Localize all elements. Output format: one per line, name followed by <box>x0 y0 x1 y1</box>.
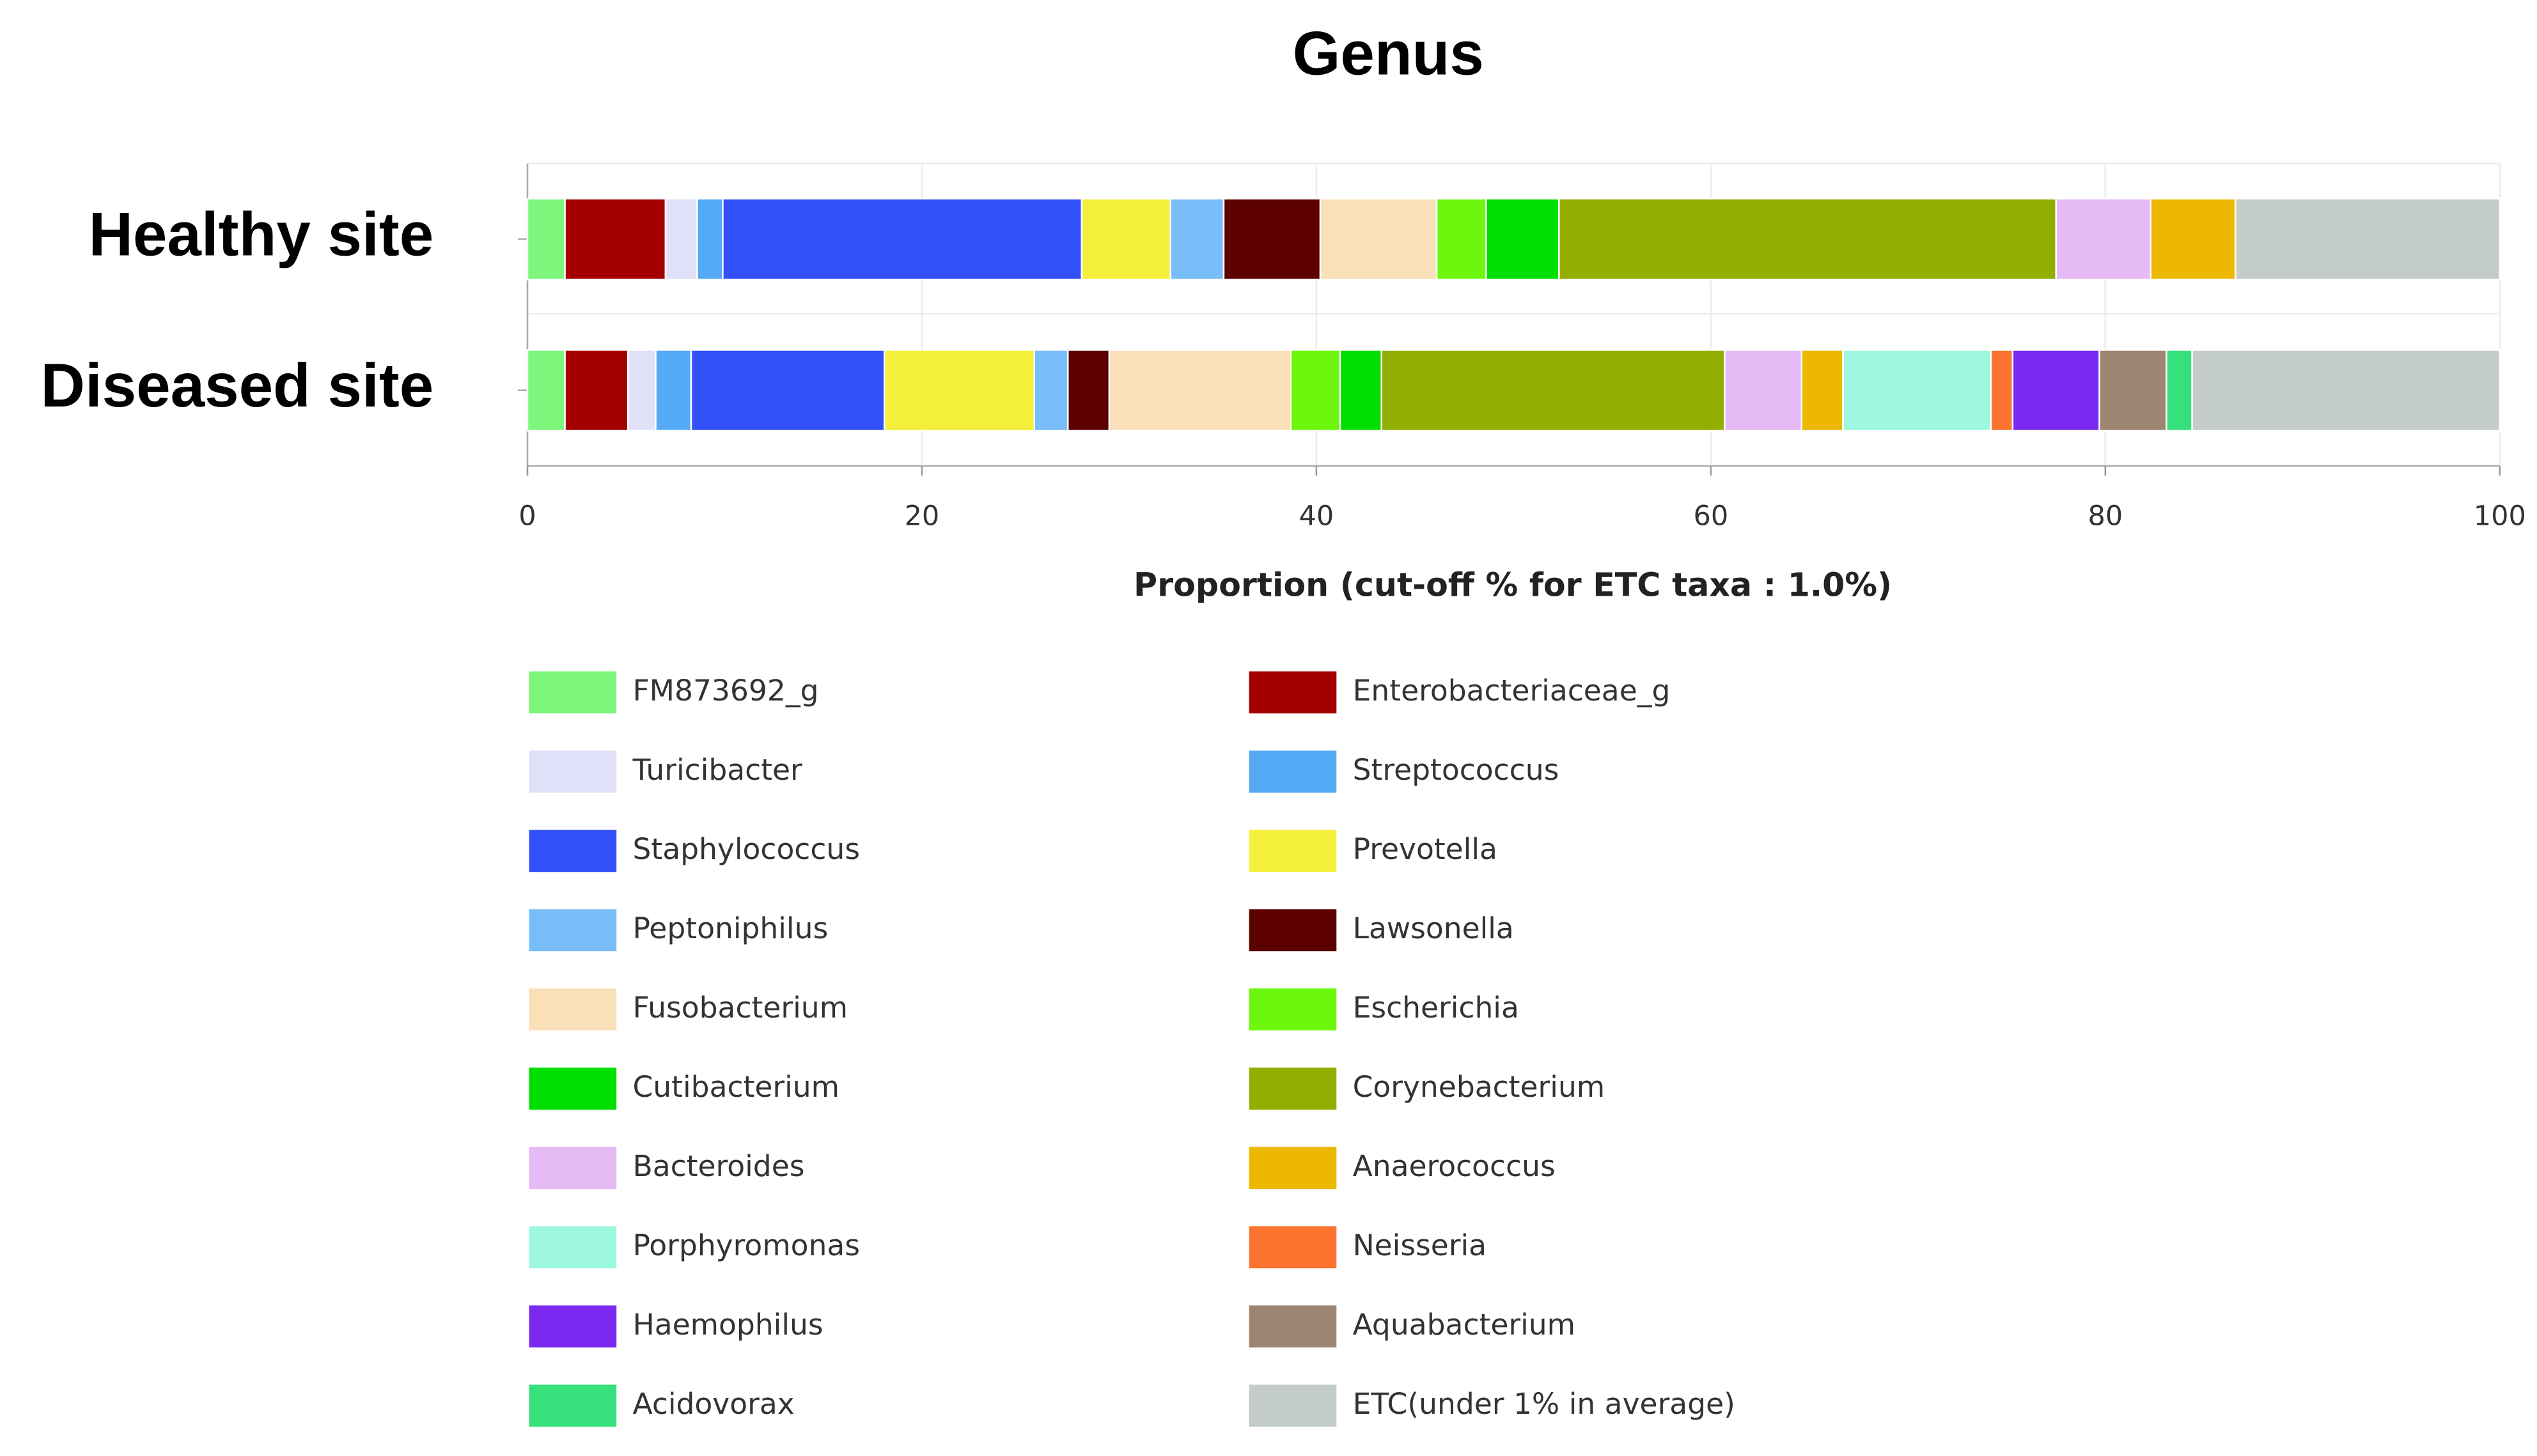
x-tick-label: 60 <box>1693 500 1728 532</box>
bar-segment <box>1066 349 1111 432</box>
bar-segment <box>1033 349 1069 432</box>
bar-segment <box>1108 349 1292 432</box>
legend-swatch <box>1249 830 1337 872</box>
legend-label: Neisseria <box>1353 1228 1487 1262</box>
bar-segment <box>655 349 692 432</box>
legend-swatch <box>529 1067 617 1110</box>
bar-segment <box>1339 349 1382 432</box>
legend-label: Haemophilus <box>632 1308 823 1342</box>
bar-segment <box>2055 197 2152 281</box>
legend-swatch <box>1249 909 1337 952</box>
bar-segment <box>690 349 886 432</box>
legend-label: Staphylococcus <box>632 832 860 866</box>
bar-segment <box>1222 197 1322 281</box>
legend-swatch <box>1249 750 1337 793</box>
bar-segment <box>1485 197 1560 281</box>
bar-segment <box>2011 349 2100 432</box>
bar-segment <box>2166 349 2193 432</box>
legend-swatch <box>1249 671 1337 714</box>
bar-segment <box>1558 197 2057 281</box>
bar-segment <box>2098 349 2167 432</box>
legend-label: Acidovorax <box>632 1387 794 1421</box>
legend-label: Corynebacterium <box>1353 1070 1605 1104</box>
bar-segment <box>1842 349 1992 432</box>
bar-segment <box>564 349 629 432</box>
legend-swatch <box>529 671 617 714</box>
legend-label: Streptococcus <box>1353 753 1559 787</box>
bar-segment <box>1800 349 1844 432</box>
bar-segment <box>722 197 1083 281</box>
legend-label: Lawsonella <box>1353 911 1514 945</box>
legend-label: Bacteroides <box>632 1149 804 1183</box>
bar-segment <box>2191 349 2501 432</box>
legend-label: Prevotella <box>1353 832 1497 866</box>
bar-segment <box>526 349 566 432</box>
bar-segment <box>2235 197 2501 281</box>
legend-label: Cutibacterium <box>632 1070 839 1104</box>
bar-segment <box>627 349 657 432</box>
bar-segment <box>664 197 698 281</box>
bar-segment <box>1380 349 1726 432</box>
bar-segment <box>1724 349 1803 432</box>
legend-swatch <box>529 1226 617 1269</box>
legend-label: FM873692_g <box>632 674 818 708</box>
legend-label: Escherichia <box>1353 991 1519 1025</box>
x-tick-label: 100 <box>2474 500 2526 532</box>
bar-segment <box>1319 197 1438 281</box>
legend-swatch <box>529 909 617 952</box>
legend-swatch <box>1249 1067 1337 1110</box>
x-tick-label: 80 <box>2088 500 2123 532</box>
x-tick-label: 0 <box>519 500 536 532</box>
legend-label: Enterobacteriaceae_g <box>1353 674 1671 708</box>
bar-segment <box>2150 197 2236 281</box>
legend-swatch <box>529 1305 617 1348</box>
legend-swatch <box>1249 1305 1337 1348</box>
legend-swatch <box>529 830 617 872</box>
legend-swatch <box>1249 1384 1337 1427</box>
legend-label: Peptoniphilus <box>632 911 828 945</box>
chart-title: Genus <box>1293 20 1484 88</box>
legend-swatch <box>529 988 617 1031</box>
bar-segment <box>884 349 1036 432</box>
legend-label: Aquabacterium <box>1353 1308 1575 1342</box>
x-tick-label: 40 <box>1299 500 1334 532</box>
legend-label: Fusobacterium <box>632 991 848 1025</box>
legend-swatch <box>1249 1226 1337 1269</box>
bar-segment <box>1169 197 1225 281</box>
legend-label: Porphyromonas <box>632 1228 860 1262</box>
bar-segment <box>526 197 566 281</box>
legend-label: Turicibacter <box>632 753 802 787</box>
bar-segment <box>1081 197 1171 281</box>
bar-segment <box>1290 349 1341 432</box>
legend-label: Anaerococcus <box>1353 1149 1556 1183</box>
legend-swatch <box>1249 988 1337 1031</box>
x-axis-label: Proportion (cut-off % for ETC taxa : 1.0… <box>1134 566 1892 603</box>
x-tick-label: 20 <box>905 500 940 532</box>
bar-segment <box>564 197 667 281</box>
legend-swatch <box>529 1384 617 1427</box>
legend-label: ETC(under 1% in average) <box>1353 1387 1735 1421</box>
legend-swatch <box>1249 1147 1337 1189</box>
bar-segment <box>1990 349 2014 432</box>
category-label: Healthy site <box>88 201 433 269</box>
category-label: Diseased site <box>41 352 434 420</box>
legend-swatch <box>529 1147 617 1189</box>
bar-segment <box>1435 197 1487 281</box>
legend-swatch <box>529 750 617 793</box>
bar-segment <box>696 197 724 281</box>
